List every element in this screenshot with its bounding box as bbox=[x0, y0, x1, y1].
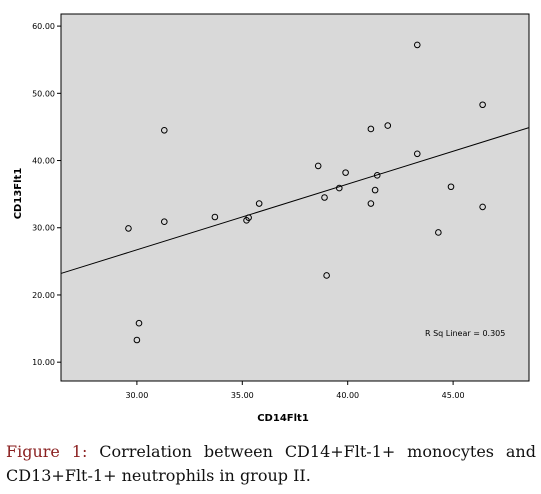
data-point bbox=[133, 336, 141, 344]
y-tick-label: 40.00 bbox=[32, 157, 55, 166]
data-point bbox=[342, 169, 349, 176]
data-point bbox=[367, 125, 375, 133]
data-point bbox=[479, 203, 486, 211]
data-point bbox=[211, 213, 219, 221]
data-point bbox=[314, 162, 322, 170]
data-point bbox=[384, 122, 392, 129]
data-point bbox=[323, 272, 330, 279]
data-point bbox=[435, 229, 442, 236]
data-point bbox=[160, 126, 168, 134]
fit-line bbox=[60, 127, 530, 274]
data-point bbox=[447, 183, 455, 191]
y-axis-title: CD13Flt1 bbox=[13, 168, 24, 220]
data-point bbox=[335, 184, 343, 192]
data-point bbox=[245, 214, 252, 221]
data-point bbox=[413, 41, 421, 49]
data-point bbox=[371, 186, 379, 194]
scatter-chart: 30.00 35.00 40.00 45.00 10.00 20.00 30.00 40.00… bbox=[13, 13, 530, 424]
y-tick-label: 10.00 bbox=[32, 358, 55, 367]
x-axis-title: CD14Flt1 bbox=[257, 413, 309, 424]
figure-caption: Figure 1: Correlation between CD14+Flt-1… bbox=[6, 440, 536, 488]
data-point bbox=[125, 225, 132, 232]
x-tick-label: 45.00 bbox=[442, 391, 465, 400]
data-point bbox=[373, 172, 381, 179]
data-point bbox=[321, 194, 328, 201]
y-tick-label: 30.00 bbox=[32, 224, 55, 233]
data-point bbox=[479, 101, 486, 109]
data-point bbox=[160, 218, 168, 225]
data-point bbox=[135, 319, 143, 327]
r-squared-annotation: R Sq Linear = 0.305 bbox=[425, 329, 505, 338]
x-tick-label: 40.00 bbox=[336, 391, 359, 400]
plot-area bbox=[60, 13, 530, 382]
figure-label: Figure 1: bbox=[6, 442, 88, 461]
data-point bbox=[367, 200, 375, 207]
y-tick-label: 20.00 bbox=[32, 291, 55, 300]
data-point bbox=[413, 150, 421, 158]
x-tick-label: 35.00 bbox=[231, 391, 254, 400]
x-tick-label: 30.00 bbox=[125, 391, 148, 400]
y-tick-label: 50.00 bbox=[32, 89, 55, 98]
data-point bbox=[255, 200, 263, 207]
y-tick-label: 60.00 bbox=[32, 22, 55, 31]
caption-text: Correlation between CD14+Flt-1+ monocyte… bbox=[6, 442, 536, 485]
